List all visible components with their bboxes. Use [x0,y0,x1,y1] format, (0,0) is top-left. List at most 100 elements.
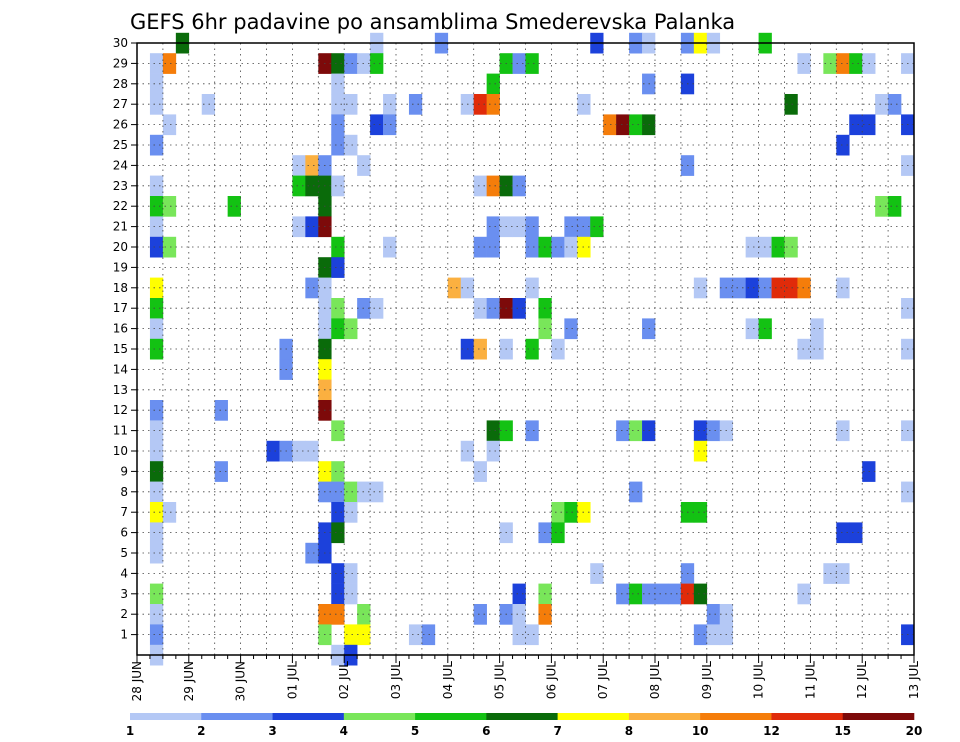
heatmap-cell [629,583,643,605]
x-tick-label: 09 JUL [700,661,714,699]
heatmap-cell [512,298,526,319]
heatmap-cell [564,318,578,340]
heatmap-cell [214,400,228,421]
y-tick-label: 12 [113,403,128,417]
x-tick-label: 13 JUL [907,661,921,699]
heatmap-cell [590,216,604,238]
colorbar-swatch [130,713,202,720]
heatmap-cell [408,624,423,646]
heatmap-cell [797,53,811,74]
heatmap-cell [331,134,345,156]
colorbar-swatch [343,713,416,720]
heatmap-cell [331,604,345,625]
heatmap-cell [331,502,345,523]
heatmap-cell [162,502,177,523]
heatmap-cell [629,481,643,503]
heatmap-cell [797,338,811,360]
heatmap-cell [512,604,526,625]
heatmap-cell [525,624,539,646]
x-tick-label: 11 JUL [803,661,817,699]
x-tick-label: 05 JUL [493,661,507,699]
colorbar-label: 15 [834,724,851,738]
heatmap-cell [214,461,228,482]
heatmap-cell [551,502,565,523]
heatmap-cell [784,236,798,258]
heatmap-cell [331,175,345,197]
heatmap-cell [383,94,397,115]
y-tick-label: 18 [113,281,128,295]
y-tick-label: 2 [120,607,128,621]
y-tick-label: 19 [113,260,128,274]
colorbar-label: 8 [625,724,633,738]
colorbar-label: 7 [553,724,561,738]
heatmap-cell [305,440,319,462]
heatmap-cell [486,420,500,442]
heatmap-cell [732,277,746,299]
y-tick-label: 16 [113,322,128,336]
heatmap-cell [616,420,630,442]
heatmap-cell [292,155,306,176]
heatmap-cell [836,277,850,299]
heatmap-cell [693,277,708,299]
heatmap-cell [771,236,785,258]
heatmap-cell [344,318,358,340]
heatmap-cell [305,175,319,197]
heatmap-cell [849,114,863,136]
heatmap-cell [797,583,811,605]
heatmap-cell [149,298,164,319]
heatmap-cell [512,624,526,646]
heatmap-cell [706,604,721,625]
heatmap-cell [888,94,902,115]
colorbar-label: 10 [692,724,709,738]
colorbar-swatch [771,713,844,720]
y-tick-label: 25 [113,138,128,152]
x-tick-label: 10 JUL [752,661,766,699]
heatmap-cell [292,216,306,238]
y-axis: 1234567891011121314151617181920212223242… [113,36,137,642]
y-tick-label: 20 [113,240,128,254]
heatmap-cell [797,277,811,299]
heatmap-cell [227,196,241,217]
heatmap-cell [266,440,280,462]
colorbar-swatch [842,713,915,720]
heatmap-cell [331,73,345,95]
heatmap-cell [616,114,630,136]
y-tick-label: 15 [113,342,128,356]
x-tick-label: 30 JUN [234,661,248,701]
heatmap-cell [603,114,617,136]
heatmap-cell [473,236,487,258]
x-axis: 28 JUN 29 JUN 30 JUN 01 JUL 02 JUL 03 JUL 04 J… [130,655,921,701]
y-tick-label: 7 [120,505,128,519]
heatmap-cell [149,94,164,115]
y-tick-label: 24 [113,158,128,172]
heatmap-cell [836,134,850,156]
heatmap-cell [693,420,708,442]
y-tick-label: 23 [113,179,128,193]
heatmap-cell [201,94,215,115]
heatmap-cell [331,318,345,340]
heatmap-cell [525,277,539,299]
heatmap-cell [344,481,358,503]
colorbar-label: 12 [763,724,780,738]
heatmap-cell [693,440,708,462]
y-tick-label: 1 [120,628,128,642]
colorbar-label: 20 [906,724,923,738]
heatmap-cell [693,583,708,605]
heatmap-cell [162,196,177,217]
heatmap-cell [473,604,487,625]
x-tick-label: 28 JUN [130,661,144,701]
colorbar-swatch [201,713,273,720]
heatmap-cell [823,53,837,74]
heatmap-cell [331,481,345,503]
heatmap-cell [149,236,164,258]
x-tick-label: 04 JUL [441,661,455,699]
y-tick-label: 28 [113,77,128,91]
colorbar-label: 2 [197,724,205,738]
heatmap-cell [408,94,423,115]
heatmap-cell [149,73,164,95]
heatmap-cell [149,542,164,564]
heatmap-cell [149,277,164,299]
heatmap-cell [706,420,721,442]
heatmap-cell [473,298,487,319]
heatmap-cell [784,94,798,115]
